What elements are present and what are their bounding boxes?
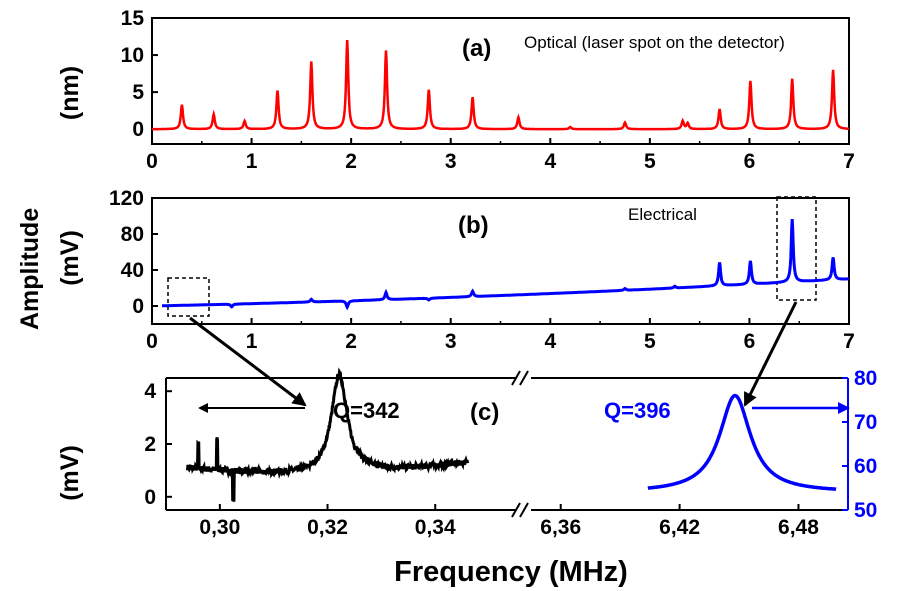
panel-a-series-line [152, 39, 849, 131]
panel-a-y-tick-label: 10 [121, 44, 144, 67]
panel-c-left-y-tick-label: 2 [144, 433, 156, 456]
panel-b-y-tick-label: 120 [109, 187, 144, 210]
panel-c-left-x-tick-label: 0,32 [307, 516, 348, 539]
panel-b-y-tick-label: 40 [121, 259, 144, 282]
panel-c-label: (c) [470, 399, 499, 426]
panel-b-series-line [162, 219, 850, 311]
panel-b-x-tick-label: 7 [843, 330, 855, 353]
panel-b-x-tick-label: 2 [345, 330, 357, 353]
panel-c-right-series-line [647, 393, 837, 491]
panel-b-label: (b) [458, 212, 489, 239]
panel-a-x-tick-label: 6 [744, 150, 756, 173]
panel-a-x-tick-label: 0 [146, 150, 158, 173]
panel-b-plot-frame [151, 197, 850, 325]
panel-b-y-tick-label: 80 [121, 223, 144, 246]
panel-a-axes: 0 1 2 3 4 5 6 7 0 5 10 15 [121, 7, 855, 173]
panel-c-left-x-tick-label: 0,34 [415, 516, 456, 539]
panel-a-x-tick-label: 5 [644, 150, 656, 173]
panel-c-right-y-tick-label: 70 [854, 411, 877, 434]
panel-b-x-tick-label: 4 [544, 330, 556, 353]
panel-b-axes: 0 1 2 3 4 5 6 7 0 40 80 120 [109, 187, 855, 353]
panel-c-left-series-line [186, 367, 469, 502]
panel-c-left-x-tick-label: 0,30 [199, 516, 240, 539]
panel-c-right-y-tick-label: 50 [854, 499, 877, 522]
amplitude-label: Amplitude [16, 208, 44, 330]
panel-a-y-tick-label: 5 [132, 81, 144, 104]
axis-break-bottom [519, 502, 529, 518]
panel-a-x-tick-label: 3 [445, 150, 457, 173]
panel-c-left-y-tick-label: 4 [144, 380, 156, 403]
panel-b-x-tick-label: 3 [445, 330, 457, 353]
panel-c: (mV) (c) Frequency (MHz) Q=342 Q=396 [56, 398, 671, 588]
panel-b-annotation: Electrical [628, 205, 697, 224]
axis-break-bottom [511, 502, 521, 518]
panel-c-xlabel: Frequency (MHz) [394, 556, 628, 588]
panel-c-ylabel: (mV) [56, 445, 84, 501]
panel-b: (mV) (b) Electrical [56, 196, 817, 317]
panel-b-ylabel: (mV) [56, 230, 84, 286]
panel-b-x-tick-label: 6 [744, 330, 756, 353]
panel-a-label: (a) [462, 35, 491, 62]
panel-c-right-y-tick-label: 80 [854, 367, 877, 390]
panel-a-ylabel: (nm) [56, 66, 84, 120]
panel-a-x-tick-label: 2 [345, 150, 357, 173]
panel-a-y-tick-label: 0 [132, 118, 144, 141]
panel-c-right-y-tick-label: 60 [854, 455, 877, 478]
panel-c-left-y-tick-label: 0 [144, 486, 156, 509]
panel-a-y-tick-label: 15 [121, 7, 145, 30]
zoom-box-left [167, 277, 210, 317]
panel-a: (nm) (a) Optical (laser spot on the dete… [56, 33, 785, 120]
q-label-left: Q=342 [333, 398, 400, 423]
panel-c-right-x-tick-label: 6,42 [659, 516, 700, 539]
connector-arrow-right [743, 301, 798, 407]
panel-c-axes: 0 2 4 50 60 70 80 0,30 0,32 0,34 6,36 6,42 6,48 [144, 367, 877, 539]
axis-break-top [511, 370, 521, 386]
panel-a-annotation: Optical (laser spot on the detector) [524, 33, 785, 52]
panel-b-x-tick-label: 5 [644, 330, 656, 353]
panel-a-x-tick-label: 1 [246, 150, 258, 173]
panel-c-right-x-tick-label: 6,36 [540, 516, 581, 539]
panel-b-x-tick-label: 1 [246, 330, 258, 353]
panel-a-x-tick-label: 4 [544, 150, 556, 173]
connector-arrow-left [189, 316, 307, 407]
panel-a-x-tick-label: 7 [843, 150, 855, 173]
panel-b-x-tick-label: 0 [146, 330, 158, 353]
zoom-box-right [776, 196, 817, 301]
panel-b-y-tick-label: 0 [132, 295, 144, 318]
panel-c-right-x-tick-label: 6,48 [778, 516, 819, 539]
q-label-right: Q=396 [604, 398, 671, 423]
axis-break-top [519, 370, 529, 386]
